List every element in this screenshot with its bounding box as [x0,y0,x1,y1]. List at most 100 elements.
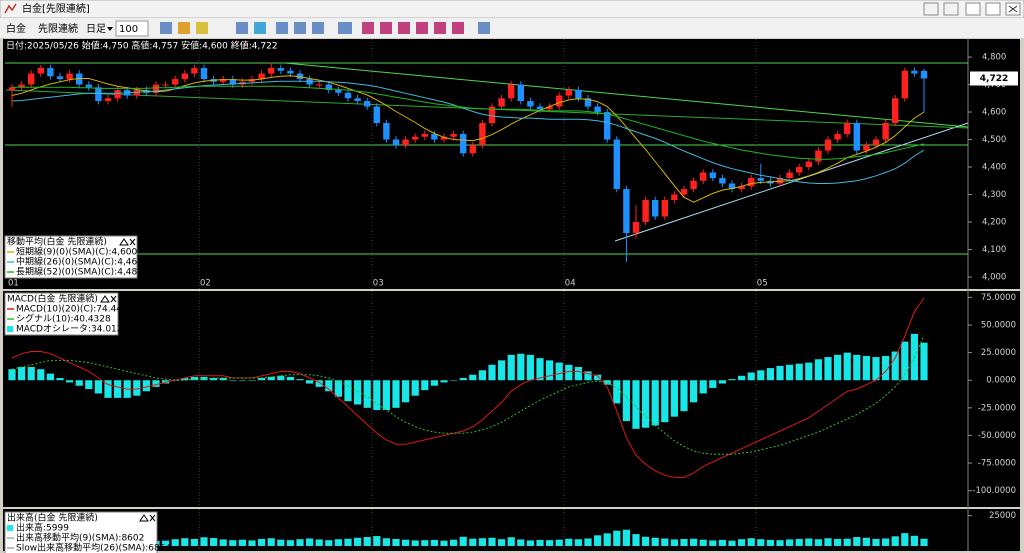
bar [882,355,890,381]
bar [392,380,400,408]
icon[interactable] [416,22,428,34]
candle-body [450,134,457,137]
candle-body [47,68,54,77]
bar [594,374,602,381]
bar [181,378,189,381]
toolbar-item[interactable]: 先限連続 [38,22,78,35]
window-buttons[interactable] [923,2,1021,16]
y-tick-label: -75.0000 [978,459,1016,469]
icon[interactable] [338,22,352,34]
bar [738,375,746,381]
icon[interactable] [380,22,392,34]
icon[interactable] [294,22,306,34]
candle-body [56,76,64,80]
legend-box [4,511,158,553]
legend-close [110,295,117,303]
toolbar-item[interactable]: 日足 [86,23,106,35]
toolbar-icons[interactable] [160,22,490,34]
bar [814,539,822,546]
bar [306,538,314,546]
icon[interactable] [434,22,446,34]
candle-body [613,139,620,190]
bar [843,538,851,546]
legend-close [149,514,156,522]
icon[interactable] [178,22,190,34]
count-input[interactable] [115,20,149,37]
bar [517,353,525,381]
bar [306,380,314,384]
y-tick-label: -25.0000 [978,403,1016,413]
icon[interactable] [236,22,248,34]
bar [757,539,765,546]
icon[interactable] [276,22,288,34]
legend-entry: MACDオシレータ:34.0125 [16,324,128,335]
bar [469,374,477,381]
icon[interactable] [196,22,208,34]
candle-body [911,70,918,74]
icon[interactable] [160,22,172,34]
button[interactable] [923,2,939,16]
bar [27,366,35,381]
legend-entry: MACD(10)(20)(C):74.4453 [16,305,133,315]
candle-body [37,68,44,74]
candle-body [66,73,73,80]
bar [699,539,707,546]
bar [56,378,64,381]
candle-body [373,106,380,124]
candle-body [354,98,361,102]
candle-body [594,106,601,113]
y-tick-label: 0.0000 [986,376,1016,386]
icon[interactable] [312,22,324,34]
candle-body [882,123,889,140]
dropdown-arrow[interactable] [107,27,113,31]
candle-body [440,136,448,140]
candle-body [181,73,188,80]
bar [277,539,285,546]
candle-body [892,98,899,124]
bar [574,539,582,546]
candle-body [172,79,179,85]
legend-entry: 長期線(52)(0)(SMA)(C):4,484 [16,266,143,278]
maximize-button[interactable] [985,2,1001,16]
bar [680,380,688,412]
bar [642,536,650,546]
bar [565,364,573,381]
bar [766,368,774,381]
candle-body [460,134,467,154]
candle-body [316,84,323,86]
candle-body [748,178,755,187]
icon[interactable] [478,22,490,34]
candle-body [824,139,832,151]
bar [171,539,179,546]
icon[interactable] [452,22,464,34]
bar [555,362,563,381]
bar [296,379,304,381]
button[interactable] [943,2,959,16]
bar [200,537,208,546]
bar [334,539,342,546]
minimize-button[interactable] [965,2,981,16]
bar [181,538,189,546]
bar [37,369,45,381]
count-value[interactable]: 100 [119,24,138,35]
candle-body [344,92,352,99]
bar [267,376,275,381]
bar [757,370,765,381]
bar [824,357,832,381]
y-tick-label: 25.0000 [981,348,1016,358]
icon[interactable] [254,22,266,34]
candle-body [709,172,716,179]
bar [104,380,112,398]
bar [66,380,74,383]
bar [402,380,410,403]
bar [632,380,640,429]
icon[interactable] [362,22,374,34]
toolbar-item[interactable]: 白金 [6,22,26,35]
icon[interactable] [398,22,410,34]
bar [603,533,611,546]
bar [478,370,486,381]
bar [94,380,102,394]
y-tick-label: 4,500 [982,135,1006,145]
legend-close [129,238,136,246]
bar [786,539,794,546]
